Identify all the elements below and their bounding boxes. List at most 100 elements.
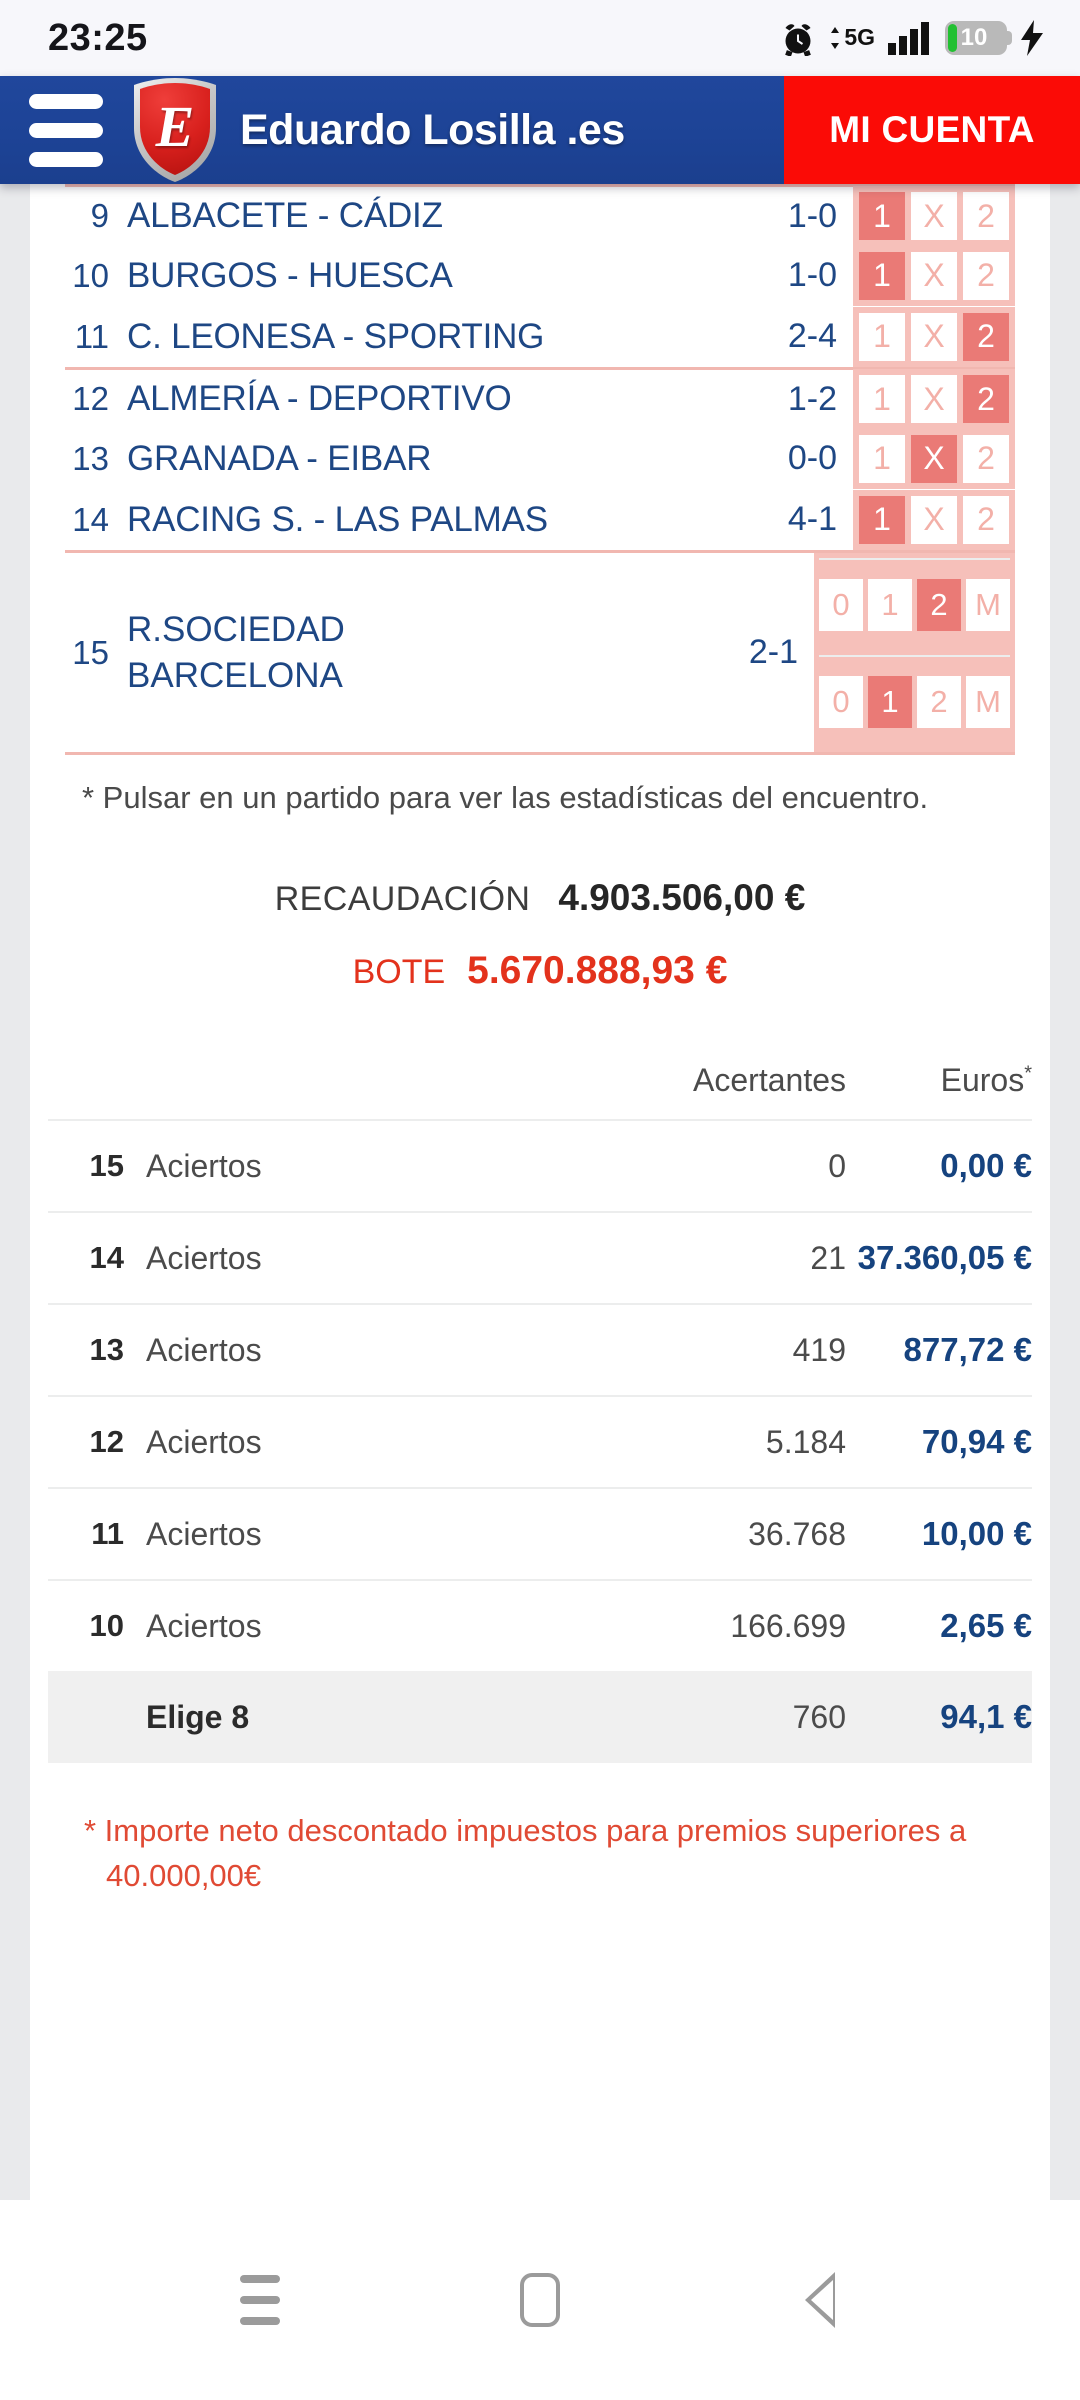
match-teams: ALBACETE - CÁDIZ [127, 196, 443, 235]
match-teams: ALMERÍA - DEPORTIVO [127, 379, 512, 418]
pleno-away-team: BARCELONA [127, 655, 343, 695]
prize-amount: 0,00 € [940, 1147, 1032, 1185]
prize-amount: 94,1 € [940, 1698, 1032, 1736]
pick-cell[interactable]: M [966, 676, 1010, 728]
quiniela-table: 9 ALBACETE - CÁDIZ 1-0 1 X 2 10 BURGOS -… [30, 184, 1050, 755]
hamburger-bar [29, 122, 103, 138]
alarm-icon [785, 24, 812, 56]
pick-cell[interactable]: 1 [859, 495, 905, 544]
match-picks: 1 X 2 [853, 369, 1015, 429]
table-row[interactable]: 10 BURGOS - HUESCA 1-0 1 X 2 [65, 245, 1015, 306]
pleno-picks: 0 1 2 M 0 1 2 M [814, 553, 1015, 752]
table-row[interactable]: 11 C. LEONESA - SPORTING 2-4 1 X 2 [65, 306, 1015, 367]
charging-bolt-icon [1021, 20, 1043, 56]
pick-cell[interactable]: X [911, 251, 957, 300]
pick-cell[interactable]: 0 [819, 579, 863, 631]
brand-title: Eduardo Losilla .es [240, 105, 625, 154]
network-5g-icon: 5G [828, 26, 875, 49]
match-teams: C. LEONESA - SPORTING [127, 316, 545, 356]
pleno-teams: R.SOCIEDAD BARCELONA [127, 553, 710, 752]
prize-amount: 70,94 € [921, 1423, 1032, 1461]
table-row: 14 Aciertos 21 37.360,05 € [48, 1211, 1032, 1303]
recaudacion-value: 4.903.506,00 € [558, 877, 806, 919]
match-score: 1-0 [787, 256, 837, 294]
match-number: 14 [72, 500, 109, 538]
table-row: 12 Aciertos 5.184 70,94 € [48, 1395, 1032, 1487]
pleno-al-15-row[interactable]: 15 R.SOCIEDAD BARCELONA 2-1 0 1 2 M 0 1 [65, 550, 1015, 755]
match-teams: GRANADA - EIBAR [127, 438, 432, 478]
pick-cell[interactable]: 2 [963, 312, 1009, 361]
pick-cell[interactable]: 1 [868, 676, 912, 728]
pick-cell[interactable]: 1 [859, 251, 905, 300]
prize-winners: 21 [810, 1239, 846, 1276]
pick-cell[interactable]: 1 [868, 579, 912, 631]
header-euros: Euros* [846, 1062, 1032, 1099]
prize-amount: 10,00 € [921, 1515, 1032, 1553]
brand-home-link[interactable]: E Eduardo Losilla .es [132, 76, 784, 184]
pick-cell[interactable]: X [911, 375, 957, 423]
prize-amount: 877,72 € [903, 1331, 1032, 1369]
hamburger-bar [29, 151, 103, 167]
mi-cuenta-button[interactable]: MI CUENTA [784, 76, 1080, 184]
prize-count: 14 [89, 1240, 124, 1276]
recents-icon[interactable] [205, 2245, 315, 2355]
status-bar: 23:25 5G 10 [0, 0, 1080, 76]
header-euros-asterisk: * [1024, 1062, 1032, 1085]
pick-cell[interactable]: X [911, 312, 957, 361]
pick-cell[interactable]: 2 [963, 375, 1009, 423]
match-picks: 1 X 2 [853, 245, 1015, 306]
pick-cell[interactable]: 2 [917, 676, 961, 728]
match-picks: 1 X 2 [853, 489, 1015, 550]
prize-count: 15 [89, 1148, 124, 1184]
prize-label: Elige 8 [146, 1698, 250, 1735]
scroll-page[interactable]: 9 ALBACETE - CÁDIZ 1-0 1 X 2 10 BURGOS -… [0, 184, 1080, 2400]
back-icon[interactable] [765, 2245, 875, 2355]
prize-label: Aciertos [146, 1607, 262, 1644]
pleno-away-picks: 0 1 2 M [819, 655, 1010, 747]
hamburger-menu-icon[interactable] [0, 76, 132, 184]
prize-table: Acertantes Euros* 15 Aciertos 0 0,00 € 1… [48, 1041, 1032, 1764]
pick-cell[interactable]: 2 [963, 434, 1009, 483]
table-row[interactable]: 13 GRANADA - EIBAR 0-0 1 X 2 [65, 428, 1015, 489]
pick-cell[interactable]: 1 [859, 434, 905, 483]
pick-cell[interactable]: X [911, 192, 957, 240]
pick-cell[interactable]: 0 [819, 676, 863, 728]
table-row[interactable]: 9 ALBACETE - CÁDIZ 1-0 1 X 2 [65, 184, 1015, 246]
match-number: 13 [72, 439, 109, 477]
table-row-elige8: Elige 8 760 94,1 € [48, 1671, 1032, 1764]
app-header: E Eduardo Losilla .es MI CUENTA [0, 76, 1080, 184]
match-picks: 1 X 2 [853, 428, 1015, 489]
logo-shield-icon: E [132, 76, 218, 184]
table-row[interactable]: 1 2 ALMERÍA - DEPORTIVO 1-2 1 X 2 [65, 367, 1015, 429]
match-score: 1-2 [787, 379, 837, 418]
pick-cell[interactable]: 2 [963, 495, 1009, 544]
pick-cell[interactable]: 1 [859, 192, 905, 240]
table-row: 10 Aciertos 166.699 2,65 € [48, 1579, 1032, 1671]
prize-table-header: Acertantes Euros* [48, 1041, 1032, 1119]
match-number: 15 [72, 633, 109, 671]
pick-cell[interactable]: 2 [917, 579, 961, 631]
home-icon[interactable] [485, 2245, 595, 2355]
match-number: 11 [74, 317, 109, 355]
prize-winners: 36.768 [748, 1515, 846, 1552]
match-picks: 1 X 2 [853, 186, 1015, 246]
prize-winners: 419 [792, 1331, 846, 1368]
match-score: 2-1 [748, 633, 798, 671]
header-euros-label: Euros [940, 1061, 1025, 1098]
match-teams: BURGOS - HUESCA [127, 255, 453, 295]
pick-cell[interactable]: X [911, 495, 957, 544]
pick-cell[interactable]: 2 [963, 251, 1009, 300]
prize-amount: 2,65 € [940, 1607, 1032, 1645]
pick-cell[interactable]: X [911, 434, 957, 483]
pick-cell[interactable]: 2 [963, 192, 1009, 240]
net-amount-note: * Importe neto descontado impuestos para… [84, 1813, 967, 1894]
table-row: 11 Aciertos 36.768 10,00 € [48, 1487, 1032, 1579]
pick-cell[interactable]: 1 [859, 375, 905, 423]
pick-cell[interactable]: 1 [859, 312, 905, 361]
match-score: 0-0 [787, 439, 837, 477]
pick-cell[interactable]: M [966, 579, 1010, 631]
totals-section: RECAUDACIÓN 4.903.506,00 € BOTE 5.670.88… [30, 819, 1050, 993]
table-row[interactable]: 14 RACING S. - LAS PALMAS 4-1 1 X 2 [65, 489, 1015, 550]
table-hint-text: * Pulsar en un partido para ver las esta… [82, 780, 929, 815]
bote-row: BOTE 5.670.888,93 € [30, 949, 1050, 993]
